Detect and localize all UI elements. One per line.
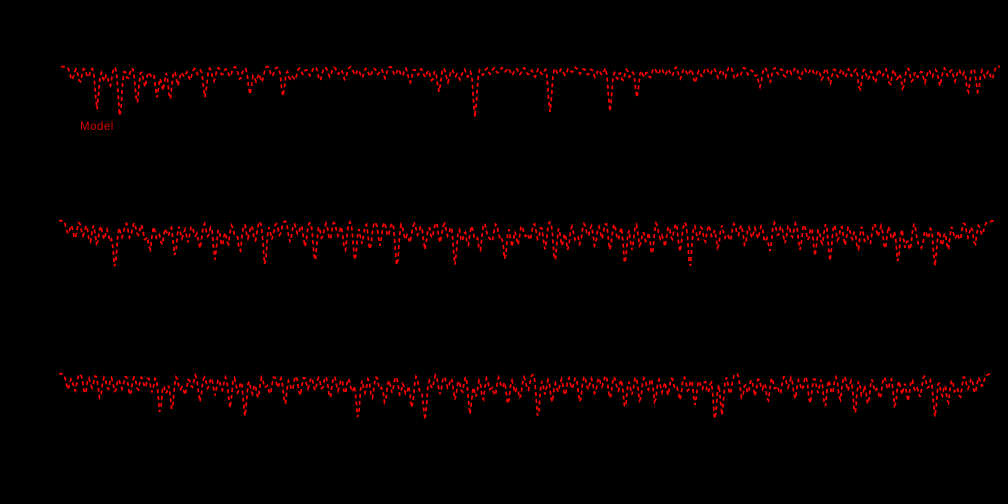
spectrum-trace-panel-3 xyxy=(58,372,993,420)
model-legend-label: Model xyxy=(80,121,114,133)
spectrum-trace-panel-2 xyxy=(58,219,996,267)
spectrum-trace-panel-1 xyxy=(60,65,1001,118)
